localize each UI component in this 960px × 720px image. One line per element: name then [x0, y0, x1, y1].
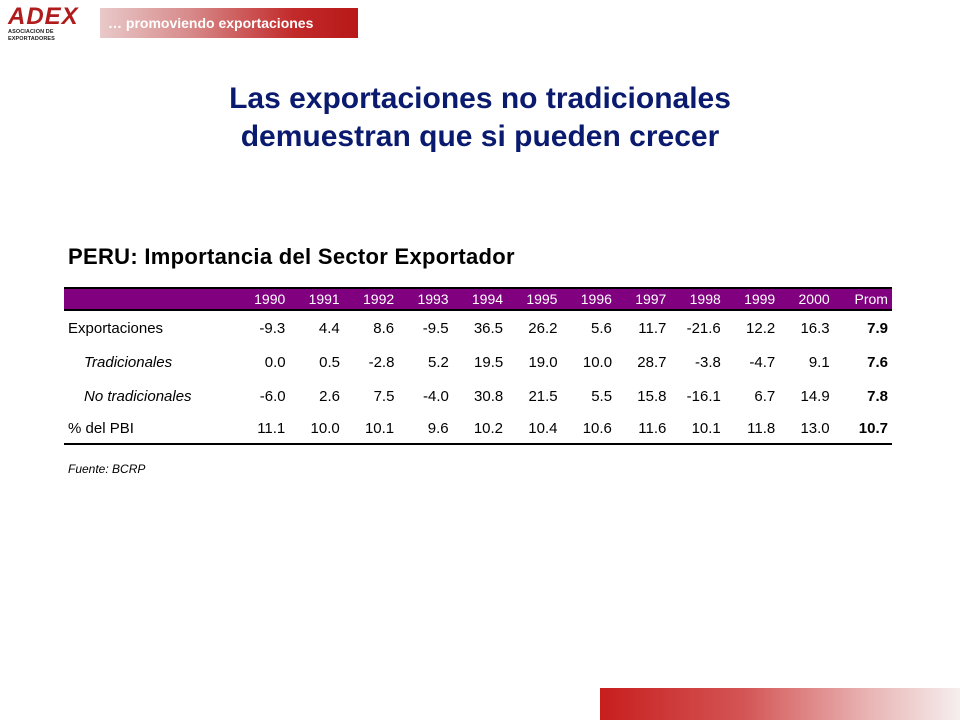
- table-cell: -21.6: [686, 319, 721, 337]
- table-cell: 6.7: [754, 387, 776, 405]
- table-cell: 11.8: [747, 419, 776, 437]
- table-cell: 19.5: [474, 353, 504, 371]
- slide-title-line2: demuestran que si pueden crecer: [240, 120, 720, 153]
- table-cell: 15.8: [637, 387, 667, 405]
- col-header: 1997: [635, 291, 667, 307]
- prom-cell: 10.7: [858, 419, 888, 437]
- table-header-row: 1990 1991 1992 1993 1994 1995 1996 1997 …: [64, 287, 892, 311]
- table-cell: -4.7: [749, 353, 776, 371]
- row-label: Tradicionales: [84, 353, 173, 371]
- col-header: 1995: [526, 291, 558, 307]
- table-cell: 30.8: [474, 387, 504, 405]
- table-cell: 13.0: [800, 419, 830, 437]
- logo-text: ADEX: [8, 3, 79, 30]
- table-cell: -4.0: [422, 387, 449, 405]
- table-row: Exportaciones -9.3 4.4 8.6 -9.5 36.5 26.…: [64, 311, 892, 345]
- table-cell: 0.0: [264, 353, 286, 371]
- table-cell: 10.0: [310, 419, 340, 437]
- table-row: No tradicionales -6.0 2.6 7.5 -4.0 30.8 …: [64, 379, 892, 413]
- table-cell: -9.3: [259, 319, 286, 337]
- table-cell: 5.6: [591, 319, 612, 337]
- row-label: No tradicionales: [84, 387, 192, 405]
- table-cell: 10.1: [691, 419, 721, 437]
- col-header: 1991: [308, 291, 340, 307]
- col-header: 2000: [798, 291, 830, 307]
- table-cell: 10.0: [582, 353, 613, 371]
- table-cell: 0.5: [319, 353, 341, 371]
- col-header: 1992: [363, 291, 395, 307]
- table-cell: 11.7: [638, 319, 667, 337]
- table-cell: 14.9: [800, 387, 830, 405]
- table-cell: -9.5: [422, 319, 449, 337]
- table-cell: 28.7: [637, 353, 667, 371]
- prom-cell: 7.6: [867, 353, 888, 371]
- slide-title: Las exportaciones no tradicionales demue…: [0, 80, 960, 156]
- table-cell: 4.4: [318, 319, 340, 337]
- table-cell: 9.1: [808, 353, 830, 371]
- table-cell: -3.8: [695, 353, 721, 371]
- table-row: Tradicionales 0.0 0.5 -2.8 5.2 19.5 19.0…: [64, 345, 892, 379]
- row-label: % del PBI: [68, 419, 134, 437]
- table-cell: -16.1: [686, 387, 721, 405]
- table-cell: 11.1: [257, 419, 286, 437]
- footer-bar: [600, 688, 960, 720]
- col-header: 1998: [689, 291, 721, 307]
- table-cell: 5.5: [591, 387, 613, 405]
- table-cell: 10.6: [582, 419, 612, 437]
- table-cell: 5.2: [427, 353, 449, 371]
- table-cell: 21.5: [528, 387, 558, 405]
- table-cell: 26.2: [528, 319, 558, 337]
- row-label: Exportaciones: [68, 319, 164, 337]
- table-cell: 10.1: [364, 419, 395, 437]
- col-header: 1994: [471, 291, 504, 307]
- table-cell: 16.3: [800, 319, 830, 337]
- table-cell: 11.6: [638, 419, 667, 437]
- col-header: 1999: [744, 291, 776, 307]
- table-cell: 19.0: [528, 353, 558, 371]
- tagline: … promoviendo exportaciones: [100, 8, 358, 38]
- prom-cell: 7.9: [867, 319, 888, 337]
- table-source: Fuente: BCRP: [68, 462, 146, 476]
- logo-subtitle: ASOCIACION DE EXPORTADORES: [8, 29, 55, 42]
- adex-logo: ADEX ASOCIACION DE EXPORTADORES: [8, 3, 98, 43]
- col-header: 1993: [417, 291, 449, 307]
- table-cell: 10.2: [473, 419, 504, 437]
- table-row: % del PBI 11.1 10.0 10.1 9.6 10.2 10.4 1…: [64, 413, 892, 445]
- table-cell: 9.6: [427, 419, 449, 437]
- prom-cell: 7.8: [867, 387, 888, 405]
- col-header-prom: Prom: [854, 291, 888, 307]
- table-cell: -6.0: [259, 387, 286, 405]
- table-title: PERU: Importancia del Sector Exportador: [68, 244, 515, 269]
- table-cell: 7.5: [373, 387, 395, 405]
- col-header: 1996: [580, 291, 612, 307]
- table-cell: 2.6: [319, 387, 341, 405]
- slide-title-line1: Las exportaciones no tradicionales: [229, 82, 731, 115]
- col-header: 1990: [254, 291, 286, 307]
- table-cell: 8.6: [373, 319, 395, 337]
- table-cell: 36.5: [473, 319, 504, 337]
- table-cell: 10.4: [528, 419, 558, 437]
- table-cell: -2.8: [368, 353, 395, 371]
- table-cell: 12.2: [746, 319, 776, 337]
- header-bar: ADEX ASOCIACION DE EXPORTADORES … promov…: [0, 0, 360, 43]
- export-table: 1990 1991 1992 1993 1994 1995 1996 1997 …: [64, 287, 892, 445]
